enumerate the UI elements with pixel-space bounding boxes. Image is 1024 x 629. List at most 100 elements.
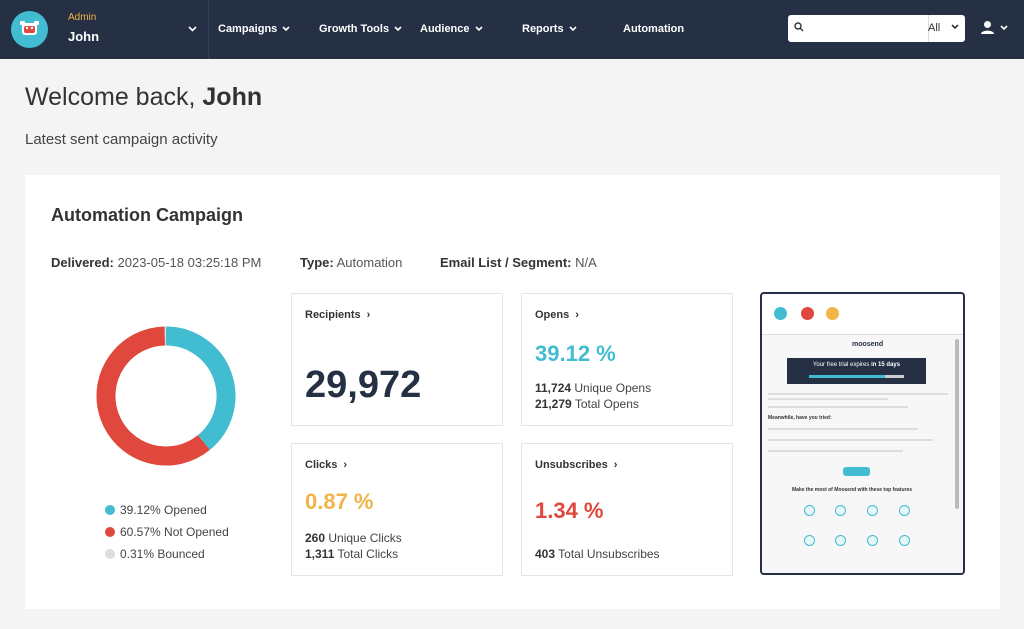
recipients-title[interactable]: Recipients › <box>305 309 370 321</box>
preview-cta-button <box>843 467 870 476</box>
chevron-right-icon: › <box>613 459 618 471</box>
total-opens-label: Total Opens <box>574 397 639 411</box>
unique-opens-value: 11,724 <box>535 381 572 395</box>
nav-audience-label: Audience <box>420 23 470 35</box>
campaign-card: Automation Campaign Delivered: 2023-05-1… <box>25 175 1000 609</box>
user-icon[interactable] <box>980 20 995 35</box>
unique-opens-label: Unique Opens <box>574 381 652 395</box>
clicks-card[interactable]: Clicks › 0.87 % 260 Unique Clicks 1,311 T… <box>291 443 503 576</box>
preview-text-line <box>768 450 903 452</box>
preview-brand: moosend <box>852 341 884 348</box>
nav-automation[interactable]: Automation <box>623 21 684 37</box>
nav-growth-tools-label: Growth Tools <box>319 23 390 35</box>
nav-automation-label: Automation <box>623 23 685 35</box>
preview-text-line <box>768 439 933 441</box>
feature-icon <box>899 505 910 516</box>
legend-item-bounced: 0.31% Bounced <box>105 543 229 565</box>
recipients-title-label: Recipients <box>305 309 361 321</box>
page-title: Welcome back, John <box>25 83 262 112</box>
trial-banner: Your free trial expires in 15 days <box>787 358 926 384</box>
brand-logo-icon[interactable] <box>11 11 48 48</box>
delivered-value: 2023-05-18 03:25:18 PM <box>117 255 262 270</box>
nav-campaigns[interactable]: Campaigns <box>218 21 290 37</box>
nav-campaigns-label: Campaigns <box>218 23 278 35</box>
account-role: Admin <box>68 12 97 23</box>
feature-icon <box>899 535 910 546</box>
opens-rate: 39.12 % <box>535 341 616 366</box>
list-meta: Email List / Segment: N/A <box>440 255 597 270</box>
preview-scrollbar[interactable] <box>955 339 959 509</box>
feature-icon <box>804 535 815 546</box>
top-navigation-bar: Admin John Campaigns Growth Tools Audien… <box>0 0 1024 59</box>
total-clicks: 1,311 Total Clicks <box>305 547 398 561</box>
unique-opens: 11,724 Unique Opens <box>535 381 651 395</box>
chevron-down-icon[interactable] <box>951 24 959 30</box>
total-clicks-value: 1,311 <box>305 547 335 561</box>
chevron-down-icon <box>474 26 483 32</box>
legend-opened-label: 39.12% Opened <box>120 503 207 517</box>
delivered-meta: Delivered: 2023-05-18 03:25:18 PM <box>51 255 261 270</box>
type-value: Automation <box>336 255 403 270</box>
campaign-title[interactable]: Automation Campaign <box>51 205 243 225</box>
search-input[interactable] <box>806 19 906 38</box>
unsubscribes-card[interactable]: Unsubscribes › 1.34 % 403 Total Unsubscri… <box>521 443 733 576</box>
feature-icon <box>867 505 878 516</box>
legend-item-opened: 39.12% Opened <box>105 499 229 521</box>
preview-heading-1: Meanwhile, have you tried: <box>768 415 832 421</box>
window-dot-icon <box>801 307 814 320</box>
opens-card[interactable]: Opens › 39.12 % 11,724 Unique Opens 21,27… <box>521 293 733 426</box>
unique-clicks-value: 260 <box>305 531 326 545</box>
search-scope-select[interactable]: All <box>928 22 941 34</box>
recipients-count: 29,972 <box>305 364 422 406</box>
chevron-right-icon: › <box>575 309 579 321</box>
unsubscribes-title-label: Unsubscribes <box>535 459 608 471</box>
nav-growth-tools[interactable]: Growth Tools <box>319 21 402 37</box>
list-label: Email List / Segment: <box>440 255 572 270</box>
opens-donut-chart <box>96 326 236 466</box>
nav-reports-label: Reports <box>522 23 564 35</box>
opens-title[interactable]: Opens › <box>535 309 579 321</box>
unique-clicks: 260 Unique Clicks <box>305 531 402 545</box>
type-meta: Type: Automation <box>300 255 402 270</box>
total-unsubscribes-value: 403 <box>535 547 556 561</box>
trial-banner-text: Your free trial expires in 15 days <box>787 362 926 368</box>
nav-audience[interactable]: Audience <box>420 21 483 37</box>
donut-slice-not-opened[interactable] <box>96 326 210 466</box>
unsubscribes-rate: 1.34 % <box>535 498 604 523</box>
donut-slice-opened[interactable] <box>165 326 236 450</box>
window-dot-icon <box>826 307 839 320</box>
total-clicks-label: Total Clicks <box>337 547 399 561</box>
welcome-prefix: Welcome back, <box>25 83 203 111</box>
nav-reports[interactable]: Reports <box>522 21 577 37</box>
window-dot-icon <box>774 307 787 320</box>
trial-banner-days: in 15 days <box>871 362 901 368</box>
chevron-down-icon <box>568 26 577 32</box>
feature-icon <box>804 505 815 516</box>
nav-divider <box>208 0 209 59</box>
delivered-label: Delivered: <box>51 255 114 270</box>
preview-heading-2: Make the most of Moosend with these top … <box>792 487 913 493</box>
chart-legend: 39.12% Opened 60.57% Not Opened 0.31% Bo… <box>105 499 229 565</box>
search-box <box>788 15 965 42</box>
email-preview-body: moosend Your free trial expires in 15 da… <box>762 334 963 573</box>
chevron-right-icon: › <box>343 459 348 471</box>
clicks-title[interactable]: Clicks › <box>305 459 347 471</box>
account-switcher[interactable]: Admin John <box>68 12 208 48</box>
preview-text-line <box>768 398 888 400</box>
total-opens: 21,279 Total Opens <box>535 397 639 411</box>
legend-bounced-label: 0.31% Bounced <box>120 547 205 561</box>
feature-icon <box>835 505 846 516</box>
chevron-down-icon[interactable] <box>1000 25 1008 31</box>
unsubscribes-title[interactable]: Unsubscribes › <box>535 459 617 471</box>
bounced-dot-icon <box>105 549 115 559</box>
legend-item-not-opened: 60.57% Not Opened <box>105 521 229 543</box>
type-label: Type: <box>300 255 334 270</box>
feature-icon <box>867 535 878 546</box>
chevron-right-icon: › <box>366 309 371 321</box>
email-preview[interactable]: moosend Your free trial expires in 15 da… <box>760 292 965 575</box>
chevron-down-icon <box>282 26 290 32</box>
chevron-down-icon <box>394 26 402 32</box>
recipients-card[interactable]: Recipients › 29,972 <box>291 293 503 426</box>
trial-progress-bar <box>809 375 904 378</box>
opens-title-label: Opens <box>535 309 570 321</box>
